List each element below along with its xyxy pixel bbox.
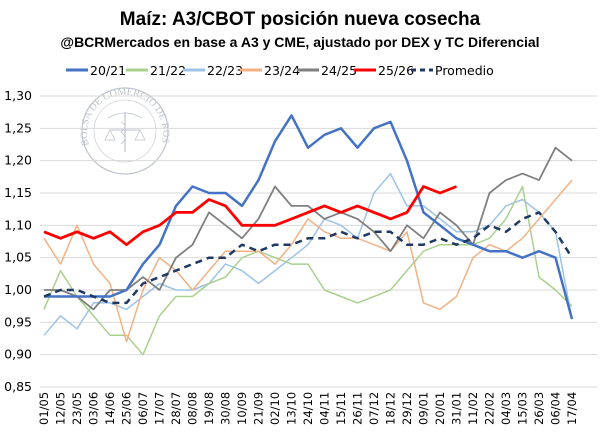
x-tick-label: 06/04 bbox=[549, 392, 563, 425]
series-24-25 bbox=[43, 146, 573, 311]
y-tick-label: 1,30 bbox=[4, 88, 32, 103]
series-21-22 bbox=[43, 185, 573, 356]
chart-title: Maíz: A3/CBOT posición nueva cosecha bbox=[120, 9, 481, 30]
y-tick-label: 1,25 bbox=[4, 120, 32, 135]
x-tick-label: 28/07 bbox=[169, 392, 183, 425]
legend-item: 24/25 bbox=[297, 63, 357, 78]
legend-label: 22/23 bbox=[207, 63, 243, 78]
y-tick-label: 1,20 bbox=[4, 153, 32, 168]
series-line bbox=[44, 146, 573, 311]
y-tick-label: 1,15 bbox=[4, 185, 32, 200]
legend-label: 25/26 bbox=[378, 63, 414, 78]
legend-item: 23/24 bbox=[240, 63, 300, 78]
x-tick-label: 25/06 bbox=[120, 392, 134, 425]
series-line bbox=[43, 179, 573, 343]
series-20-21 bbox=[43, 114, 574, 320]
legend-item: 20/21 bbox=[66, 63, 126, 78]
x-tick-label: 02/10 bbox=[268, 392, 282, 425]
series-25-26 bbox=[43, 185, 458, 247]
x-tick-label: 24/10 bbox=[301, 392, 315, 425]
series-23-24 bbox=[43, 179, 573, 343]
series-line bbox=[43, 211, 574, 305]
legend-label: 23/24 bbox=[264, 63, 300, 78]
legend-label: 24/25 bbox=[321, 63, 357, 78]
series-promedio bbox=[43, 211, 574, 305]
x-tick-label: 04/03 bbox=[499, 392, 513, 425]
legend-item: 25/26 bbox=[354, 63, 414, 78]
x-tick-label: 12/05 bbox=[54, 392, 68, 425]
x-tick-label: 09/01 bbox=[417, 392, 431, 425]
x-tick-label: 15/11 bbox=[334, 392, 348, 425]
series-line bbox=[44, 114, 574, 320]
series-line bbox=[43, 185, 458, 247]
x-tick-label: 15/03 bbox=[516, 392, 530, 425]
x-tick-label: 01/05 bbox=[37, 392, 51, 425]
x-tick-label: 31/01 bbox=[450, 392, 464, 425]
x-tick-label: 21/09 bbox=[252, 392, 266, 425]
x-tick-label: 17/04 bbox=[565, 392, 579, 425]
y-tick-label: 1,05 bbox=[4, 250, 32, 265]
x-tick-label: 26/11 bbox=[351, 392, 365, 425]
x-tick-label: 17/07 bbox=[153, 392, 167, 425]
y-tick-label: 0,95 bbox=[4, 314, 32, 329]
x-tick-label: 13/10 bbox=[285, 392, 299, 425]
legend-label: 20/21 bbox=[90, 63, 126, 78]
legend-item: 22/23 bbox=[183, 63, 243, 78]
legend-label: Promedio bbox=[435, 63, 494, 78]
x-tick-label: 23/05 bbox=[70, 392, 84, 425]
x-tick-label: 11/02 bbox=[466, 392, 480, 425]
legend: 20/21 21/22 22/23 23/24 24/25 25/26 Promedio bbox=[66, 63, 494, 78]
x-tick-label: 30/08 bbox=[219, 392, 233, 425]
x-tick-label: 04/11 bbox=[318, 392, 332, 425]
y-tick-label: 1,00 bbox=[4, 282, 32, 297]
y-tick-label: 0,90 bbox=[4, 347, 32, 362]
series-22-23 bbox=[43, 172, 573, 336]
legend-item: Promedio bbox=[411, 63, 494, 78]
x-tick-label: 06/07 bbox=[136, 392, 150, 425]
chart-subtitle: @BCRMercados en base a A3 y CME, ajustad… bbox=[60, 34, 539, 50]
legend-item: 21/22 bbox=[126, 63, 186, 78]
x-tick-label: 29/12 bbox=[400, 392, 414, 425]
x-tick-label: 03/06 bbox=[87, 392, 101, 425]
x-tick-label: 10/09 bbox=[235, 392, 249, 425]
legend-label: 21/22 bbox=[150, 63, 186, 78]
y-tick-label: 1,10 bbox=[4, 217, 32, 232]
x-tick-label: 19/08 bbox=[202, 392, 216, 425]
x-tick-label: 07/12 bbox=[367, 392, 381, 425]
x-tick-label: 18/12 bbox=[384, 392, 398, 425]
series-line bbox=[43, 172, 573, 336]
x-tick-label: 22/02 bbox=[483, 392, 497, 425]
series-line bbox=[43, 185, 573, 356]
x-tick-label: 14/06 bbox=[103, 392, 117, 425]
x-tick-label: 26/03 bbox=[532, 392, 546, 425]
x-tick-label: 08/08 bbox=[186, 392, 200, 425]
x-tick-label: 20/01 bbox=[433, 392, 447, 425]
y-tick-label: 0,85 bbox=[4, 379, 32, 394]
